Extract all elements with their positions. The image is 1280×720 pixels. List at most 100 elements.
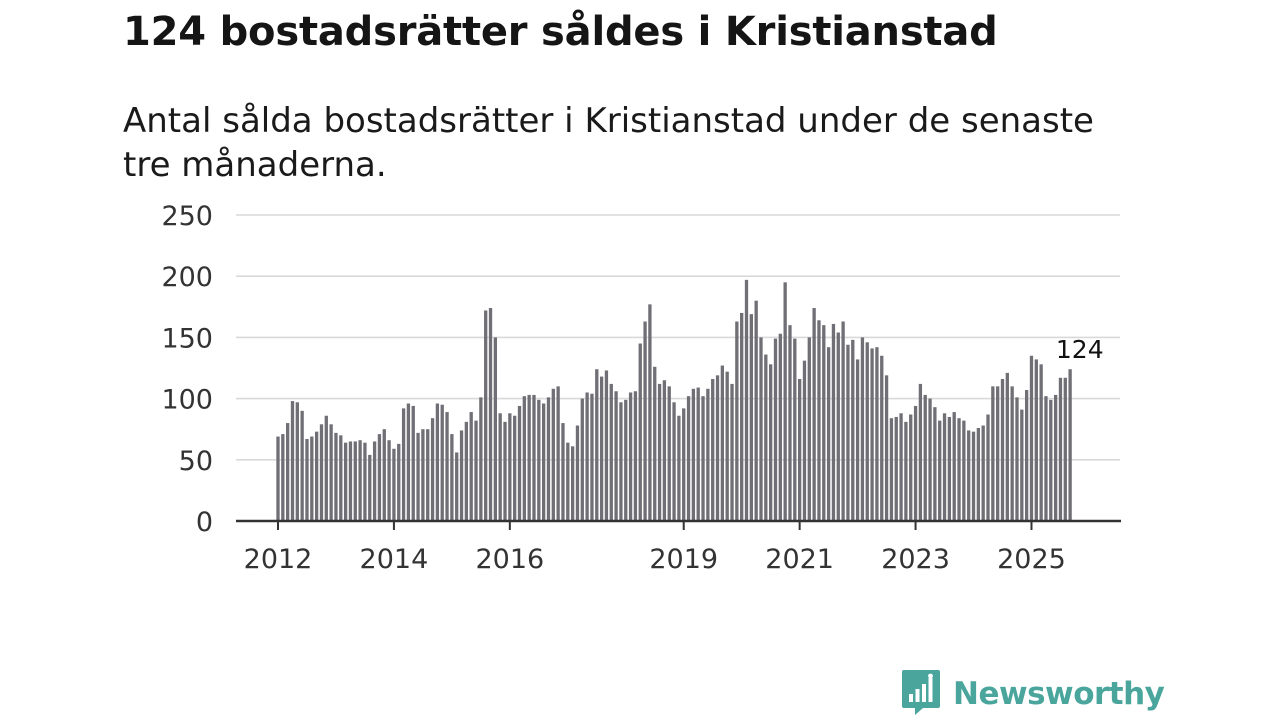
- bar: [426, 429, 430, 521]
- x-tick-label: 2023: [881, 544, 950, 575]
- bar: [556, 386, 560, 521]
- bar: [397, 443, 401, 521]
- bar: [725, 371, 729, 521]
- bar: [740, 312, 744, 521]
- bar: [329, 424, 333, 521]
- bar: [319, 424, 324, 521]
- y-tick-label: 50: [179, 446, 213, 477]
- bar: [807, 337, 811, 521]
- bar: [938, 420, 942, 521]
- bar: [1068, 369, 1072, 521]
- bar: [542, 403, 546, 521]
- bar: [575, 425, 580, 521]
- bar: [672, 402, 676, 521]
- bar: [619, 402, 623, 521]
- bar: [421, 429, 425, 521]
- x-tick-label: 2025: [997, 544, 1066, 575]
- bar: [996, 386, 1000, 521]
- bar: [290, 401, 295, 521]
- bar: [353, 441, 357, 521]
- y-tick-label: 150: [161, 323, 213, 354]
- bar: [416, 432, 420, 521]
- bar: [826, 347, 831, 521]
- bar: [517, 405, 522, 521]
- bar: [566, 442, 570, 521]
- bar: [662, 380, 667, 521]
- bar: [1039, 364, 1043, 521]
- bar: [638, 343, 642, 521]
- bar: [797, 379, 802, 521]
- bar: [744, 279, 749, 521]
- bar: [947, 416, 952, 521]
- bar: [430, 418, 435, 521]
- bar: [933, 407, 937, 521]
- bar: [1005, 372, 1009, 521]
- bar: [759, 337, 763, 521]
- bar: [343, 442, 348, 521]
- bar: [918, 383, 923, 521]
- bar: [628, 392, 633, 521]
- bar: [962, 420, 966, 521]
- bar: [464, 421, 469, 521]
- bar: [657, 383, 662, 521]
- bar: [1053, 394, 1058, 521]
- bar: [546, 397, 551, 521]
- bar: [904, 421, 908, 521]
- bar: [401, 408, 406, 521]
- bar: [706, 388, 710, 521]
- bar: [493, 337, 497, 521]
- bar: [991, 386, 995, 521]
- bar: [595, 369, 599, 521]
- bar: [749, 314, 753, 521]
- bar: [604, 370, 609, 521]
- bar: [812, 308, 816, 521]
- bar: [334, 432, 338, 521]
- bar: [899, 413, 903, 521]
- newsworthy-logo-icon: [901, 668, 941, 720]
- chart-title: 124 bostadsrätter såldes i Kristianstad: [123, 9, 998, 55]
- bar: [909, 414, 913, 521]
- bar: [735, 321, 739, 521]
- bar: [363, 442, 367, 521]
- bar: [614, 391, 618, 521]
- bar: [286, 423, 290, 521]
- x-tick-label: 2021: [765, 544, 834, 575]
- bar: [590, 393, 594, 521]
- x-tick-label: 2014: [360, 544, 429, 575]
- bar: [793, 338, 797, 521]
- bar: [686, 396, 691, 521]
- bar: [981, 425, 985, 521]
- bar: [324, 415, 328, 521]
- bar: [474, 420, 478, 521]
- bar: [865, 342, 869, 521]
- bar: [773, 338, 778, 521]
- bar: [527, 394, 531, 521]
- bar: [971, 431, 976, 521]
- bar: [281, 434, 285, 521]
- bar: [648, 304, 652, 521]
- bar: [455, 452, 459, 521]
- bar: [1015, 397, 1019, 521]
- y-tick-label: 100: [161, 385, 213, 416]
- bar: [368, 454, 372, 521]
- bar: [358, 440, 362, 521]
- bar: [450, 434, 454, 521]
- bar: [778, 333, 782, 521]
- bar: [498, 413, 502, 521]
- bar: [913, 405, 918, 521]
- bar: [382, 429, 386, 521]
- bar: [484, 310, 488, 521]
- bar: [1029, 355, 1034, 521]
- bar: [986, 414, 990, 521]
- bar: [300, 410, 304, 521]
- bar: [435, 403, 440, 521]
- bar: [508, 413, 512, 521]
- bar: [624, 399, 628, 521]
- bar: [711, 379, 715, 521]
- bar: [846, 344, 850, 521]
- bar: [513, 415, 517, 521]
- bar: [551, 388, 555, 521]
- y-tick-label: 200: [161, 262, 213, 293]
- y-tick-label: 250: [161, 201, 213, 232]
